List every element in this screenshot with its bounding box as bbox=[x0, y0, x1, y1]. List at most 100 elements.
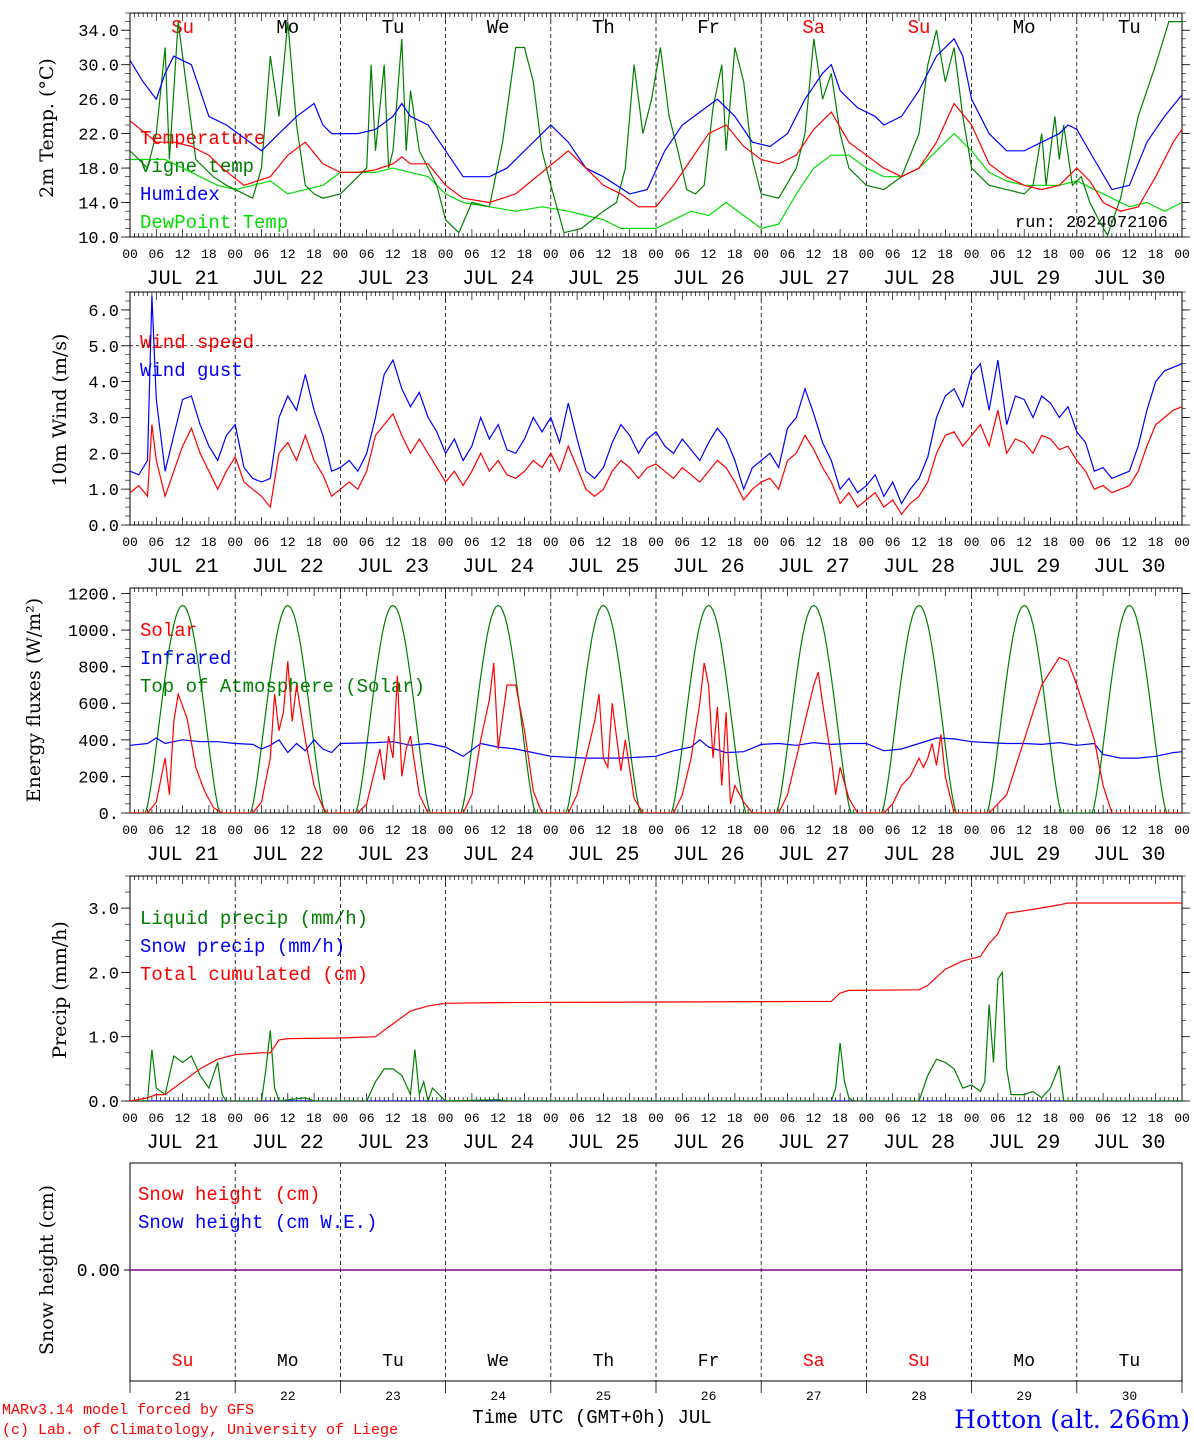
day-label: JUL 27 bbox=[778, 1132, 850, 1155]
legend-snow-height-we: Snow height (cm W.E.) bbox=[138, 1212, 377, 1234]
precip-y-axis-label: Precip (mm/h) bbox=[49, 921, 71, 1059]
hour-tick-label: 06 bbox=[885, 535, 901, 550]
y-tick-label: 200. bbox=[78, 769, 119, 788]
y-tick-label: 6.0 bbox=[88, 303, 119, 322]
hour-tick-label: 06 bbox=[254, 1111, 270, 1126]
hour-tick-label: 06 bbox=[569, 1111, 585, 1126]
hour-tick-label: 00 bbox=[333, 1111, 349, 1126]
hour-tick-label: 06 bbox=[674, 535, 690, 550]
hour-tick-label: 12 bbox=[1122, 823, 1138, 838]
hour-tick-label: 06 bbox=[674, 823, 690, 838]
hour-tick-label: 00 bbox=[333, 535, 349, 550]
y-tick-label: 0.0 bbox=[88, 518, 119, 537]
weekday-top-label: Tu bbox=[1118, 17, 1141, 39]
snow-legend: Snow height (cm) Snow height (cm W.E.) bbox=[138, 1184, 377, 1234]
hour-tick-label: 18 bbox=[1043, 247, 1059, 262]
hour-tick-label: 12 bbox=[806, 823, 822, 838]
wind-grid: 00 06 12 18 00 06 12 18 00 06 12 18 00 06 12 18 00 06 12 18… bbox=[122, 292, 1190, 579]
hour-tick-label: 06 bbox=[674, 247, 690, 262]
hour-tick-label: 06 bbox=[359, 535, 375, 550]
day-label: JUL 30 bbox=[1093, 268, 1165, 291]
y-tick-label: 600. bbox=[78, 696, 119, 715]
legend-humidex: Humidex bbox=[140, 184, 220, 206]
hour-tick-label: 00 bbox=[1069, 247, 1085, 262]
legend-total-cumulated: Total cumulated (cm) bbox=[140, 964, 368, 986]
weekday-label: Mo bbox=[1013, 1352, 1035, 1372]
hour-tick-label: 06 bbox=[885, 1111, 901, 1126]
y-tick-label: 10.0 bbox=[78, 230, 119, 249]
day-label: JUL 30 bbox=[1093, 556, 1165, 579]
y-tick-label: 34.0 bbox=[78, 23, 119, 42]
hour-tick-label: 06 bbox=[990, 535, 1006, 550]
hour-tick-label: 18 bbox=[201, 247, 217, 262]
hour-tick-label: 12 bbox=[911, 1111, 927, 1126]
hour-tick-label: 06 bbox=[148, 1111, 164, 1126]
wind-y-axis-label: 10m Wind (m/s) bbox=[49, 334, 71, 487]
hour-tick-label: 00 bbox=[543, 823, 559, 838]
hour-tick-label: 06 bbox=[359, 823, 375, 838]
hour-tick-label: 18 bbox=[832, 247, 848, 262]
hour-tick-label: 00 bbox=[648, 247, 664, 262]
hour-tick-label: 18 bbox=[937, 535, 953, 550]
hour-tick-label: 06 bbox=[569, 535, 585, 550]
day-label: JUL 28 bbox=[883, 844, 955, 867]
hour-tick-label: 12 bbox=[701, 823, 717, 838]
weekday-top-label: Tu bbox=[382, 17, 405, 39]
legend-dewpoint: DewPoint Temp bbox=[140, 212, 288, 234]
hour-tick-label: 12 bbox=[806, 535, 822, 550]
day-label: JUL 29 bbox=[988, 556, 1060, 579]
hour-tick-label: 18 bbox=[411, 535, 427, 550]
hour-tick-label: 18 bbox=[1148, 535, 1164, 550]
hour-tick-label: 12 bbox=[911, 823, 927, 838]
temperature-line bbox=[130, 102, 1182, 212]
hour-tick-label: 18 bbox=[1148, 823, 1164, 838]
day-number-label: 28 bbox=[911, 1389, 927, 1404]
hour-tick-label: 00 bbox=[1069, 535, 1085, 550]
hour-tick-label: 18 bbox=[517, 247, 533, 262]
day-label: JUL 29 bbox=[988, 1132, 1060, 1155]
day-number-label: 29 bbox=[1016, 1389, 1032, 1404]
y-tick-label: 5.0 bbox=[88, 339, 119, 358]
weekday-label: Tu bbox=[382, 1352, 404, 1372]
day-label: JUL 24 bbox=[462, 1132, 534, 1155]
hour-tick-label: 06 bbox=[885, 823, 901, 838]
day-label: JUL 22 bbox=[252, 268, 324, 291]
legend-toa: Top of Atmosphere (Solar) bbox=[140, 676, 425, 698]
snow-y-tick-label: 0.00 bbox=[77, 1262, 120, 1282]
hour-tick-label: 18 bbox=[937, 1111, 953, 1126]
precip-legend: Liquid precip (mm/h) Snow precip (mm/h) … bbox=[140, 908, 368, 986]
day-label: JUL 27 bbox=[778, 556, 850, 579]
day-label: JUL 21 bbox=[147, 556, 219, 579]
hour-tick-label: 06 bbox=[148, 535, 164, 550]
hour-tick-label: 00 bbox=[859, 535, 875, 550]
hour-tick-label: 18 bbox=[622, 247, 638, 262]
hour-tick-label: 12 bbox=[1016, 247, 1032, 262]
hour-tick-label: 06 bbox=[1095, 535, 1111, 550]
hour-tick-label: 18 bbox=[517, 823, 533, 838]
hour-tick-label: 18 bbox=[411, 1111, 427, 1126]
weekday-top-label: Fr bbox=[697, 17, 720, 39]
hour-tick-label: 18 bbox=[832, 823, 848, 838]
hour-tick-label: 12 bbox=[911, 247, 927, 262]
weekday-label: Sa bbox=[803, 1352, 825, 1372]
day-number-label: 27 bbox=[806, 1389, 822, 1404]
hour-tick-label: 18 bbox=[1043, 1111, 1059, 1126]
hour-tick-label: 00 bbox=[964, 1111, 980, 1126]
hour-tick-label: 06 bbox=[1095, 1111, 1111, 1126]
day-label: JUL 27 bbox=[778, 268, 850, 291]
day-label: JUL 24 bbox=[462, 556, 534, 579]
hour-tick-label: 18 bbox=[622, 1111, 638, 1126]
hour-tick-label: 00 bbox=[227, 823, 243, 838]
hour-tick-label: 00 bbox=[1069, 823, 1085, 838]
hour-tick-label: 12 bbox=[385, 823, 401, 838]
hour-tick-label: 00 bbox=[753, 823, 769, 838]
hour-tick-label: 12 bbox=[175, 535, 191, 550]
hour-tick-label: 18 bbox=[1043, 535, 1059, 550]
hour-tick-label: 00 bbox=[859, 247, 875, 262]
y-tick-label: 1.0 bbox=[88, 1030, 119, 1049]
wind-legend: Wind speed Wind gust bbox=[140, 332, 254, 382]
day-label: JUL 22 bbox=[252, 556, 324, 579]
hour-tick-label: 18 bbox=[937, 823, 953, 838]
hour-tick-label: 06 bbox=[464, 1111, 480, 1126]
hour-tick-label: 06 bbox=[780, 823, 796, 838]
